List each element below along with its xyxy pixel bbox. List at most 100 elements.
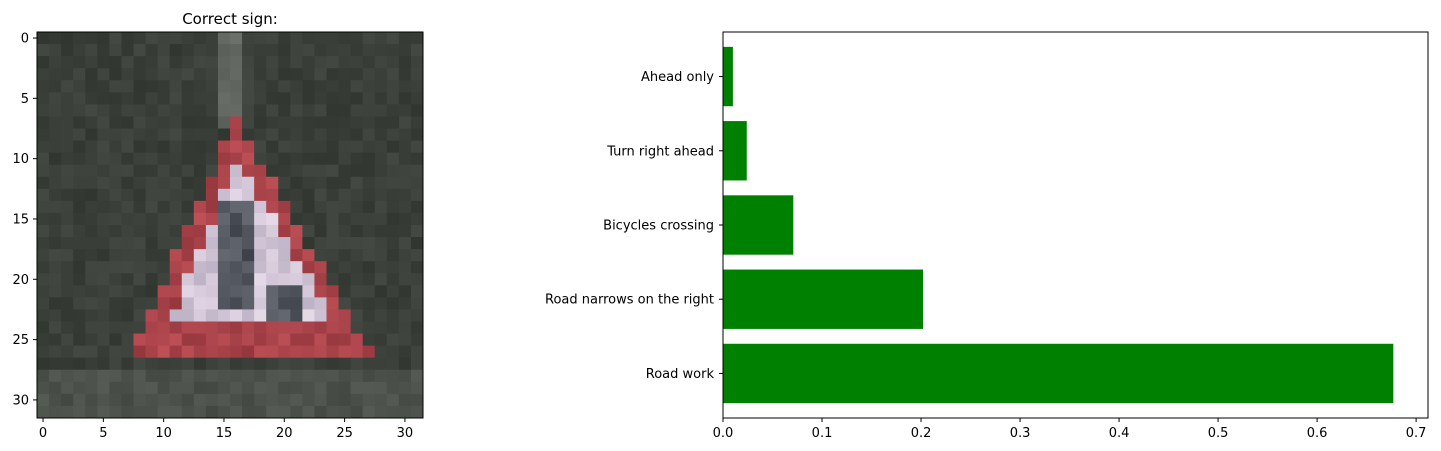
image-pixel <box>145 225 159 238</box>
image-pixel <box>181 104 195 117</box>
image-pixel <box>314 32 327 45</box>
image-pixel <box>217 237 231 250</box>
image-pixel <box>121 345 134 359</box>
image-pixel <box>398 393 412 407</box>
image-pixel <box>157 285 171 298</box>
image-pixel <box>133 237 147 250</box>
image-pixel <box>410 249 424 262</box>
image-pixel <box>217 261 231 274</box>
image-pixel <box>205 128 219 142</box>
image-pixel <box>338 357 352 371</box>
image-pixel <box>374 285 388 298</box>
image-pixel <box>49 357 62 371</box>
image-pixel <box>266 357 279 371</box>
image-pixel <box>374 44 388 57</box>
image-pixel <box>302 285 315 298</box>
image-pixel <box>61 237 74 250</box>
image-pixel <box>242 152 255 166</box>
image-pixel <box>73 261 86 274</box>
image-pixel <box>302 68 315 81</box>
image-title: Correct sign: <box>182 10 278 28</box>
image-pixel <box>254 393 267 407</box>
image-pixel <box>217 32 231 45</box>
image-pixel <box>121 176 134 190</box>
image-pixel <box>157 32 171 45</box>
image-pixel <box>290 176 303 190</box>
image-pixel <box>205 176 219 190</box>
image-pixel <box>217 92 231 105</box>
image-pixel <box>133 273 147 286</box>
image-pixel <box>314 225 327 238</box>
image-pixel <box>121 249 134 262</box>
image-pixel <box>362 152 376 166</box>
image-pixel <box>374 200 388 214</box>
image-pixel <box>145 92 159 105</box>
image-pixel <box>61 369 74 383</box>
image-pixel <box>230 140 243 154</box>
image-pixel <box>133 357 147 371</box>
image-pixel <box>169 140 183 154</box>
image-pixel <box>205 140 219 154</box>
image-pixel <box>266 297 279 310</box>
image-pixel <box>362 44 376 57</box>
image-pixel <box>49 140 62 154</box>
image-pixel <box>193 68 207 81</box>
bar-y-ticks: Road work Road narrows on the right Bicycl… <box>545 70 723 382</box>
image-pixel <box>121 212 134 226</box>
image-pixel <box>49 393 62 407</box>
image-pixel <box>254 357 267 371</box>
image-pixel <box>398 80 412 93</box>
image-pixel <box>205 164 219 178</box>
image-pixel <box>254 80 267 93</box>
image-pixel <box>266 285 279 298</box>
image-pixel <box>109 393 122 407</box>
image-pixel <box>49 92 62 105</box>
image-pixel <box>242 249 255 262</box>
image-pixel <box>169 44 183 57</box>
image-pixel <box>61 345 74 359</box>
image-pixel <box>386 128 400 142</box>
image-pixel <box>266 104 279 117</box>
image-pixel <box>205 104 219 117</box>
image-pixel <box>398 297 412 310</box>
image-pixel <box>169 176 183 190</box>
image-pixel <box>121 297 134 310</box>
image-pixel <box>73 225 86 238</box>
image-pixel <box>193 212 207 226</box>
image-pixel <box>205 273 219 286</box>
image-pixel <box>97 188 110 202</box>
image-pixel <box>242 297 255 310</box>
image-pixel <box>217 200 231 214</box>
image-pixel <box>133 381 147 395</box>
image-pixel <box>121 285 134 298</box>
image-pixel <box>362 116 376 129</box>
image-pixel <box>73 405 86 419</box>
image-pixel <box>362 357 376 371</box>
image-pixel <box>49 285 62 298</box>
image-pixel <box>362 92 376 105</box>
image-pixel <box>121 381 134 395</box>
image-pixel <box>121 393 134 407</box>
image-pixel <box>169 56 183 69</box>
image-pixel <box>193 285 207 298</box>
image-pixel <box>217 164 231 178</box>
image-pixel <box>302 116 315 129</box>
image-pixel <box>109 381 122 395</box>
image-pixel <box>350 357 364 371</box>
image-pixel <box>302 381 315 395</box>
image-pixel <box>290 237 303 250</box>
image-pixel <box>121 44 134 57</box>
image-pixel <box>290 369 303 383</box>
image-pixel <box>145 345 159 359</box>
image-pixel <box>109 32 122 45</box>
image-pixel <box>362 104 376 117</box>
image-pixel <box>242 237 255 250</box>
image-pixel <box>314 56 327 69</box>
image-pixel <box>145 128 159 142</box>
image-pixel <box>109 116 122 129</box>
image-pixel <box>85 176 98 190</box>
image-pixel <box>97 176 110 190</box>
image-pixel <box>278 393 291 407</box>
image-pixel <box>242 56 255 69</box>
